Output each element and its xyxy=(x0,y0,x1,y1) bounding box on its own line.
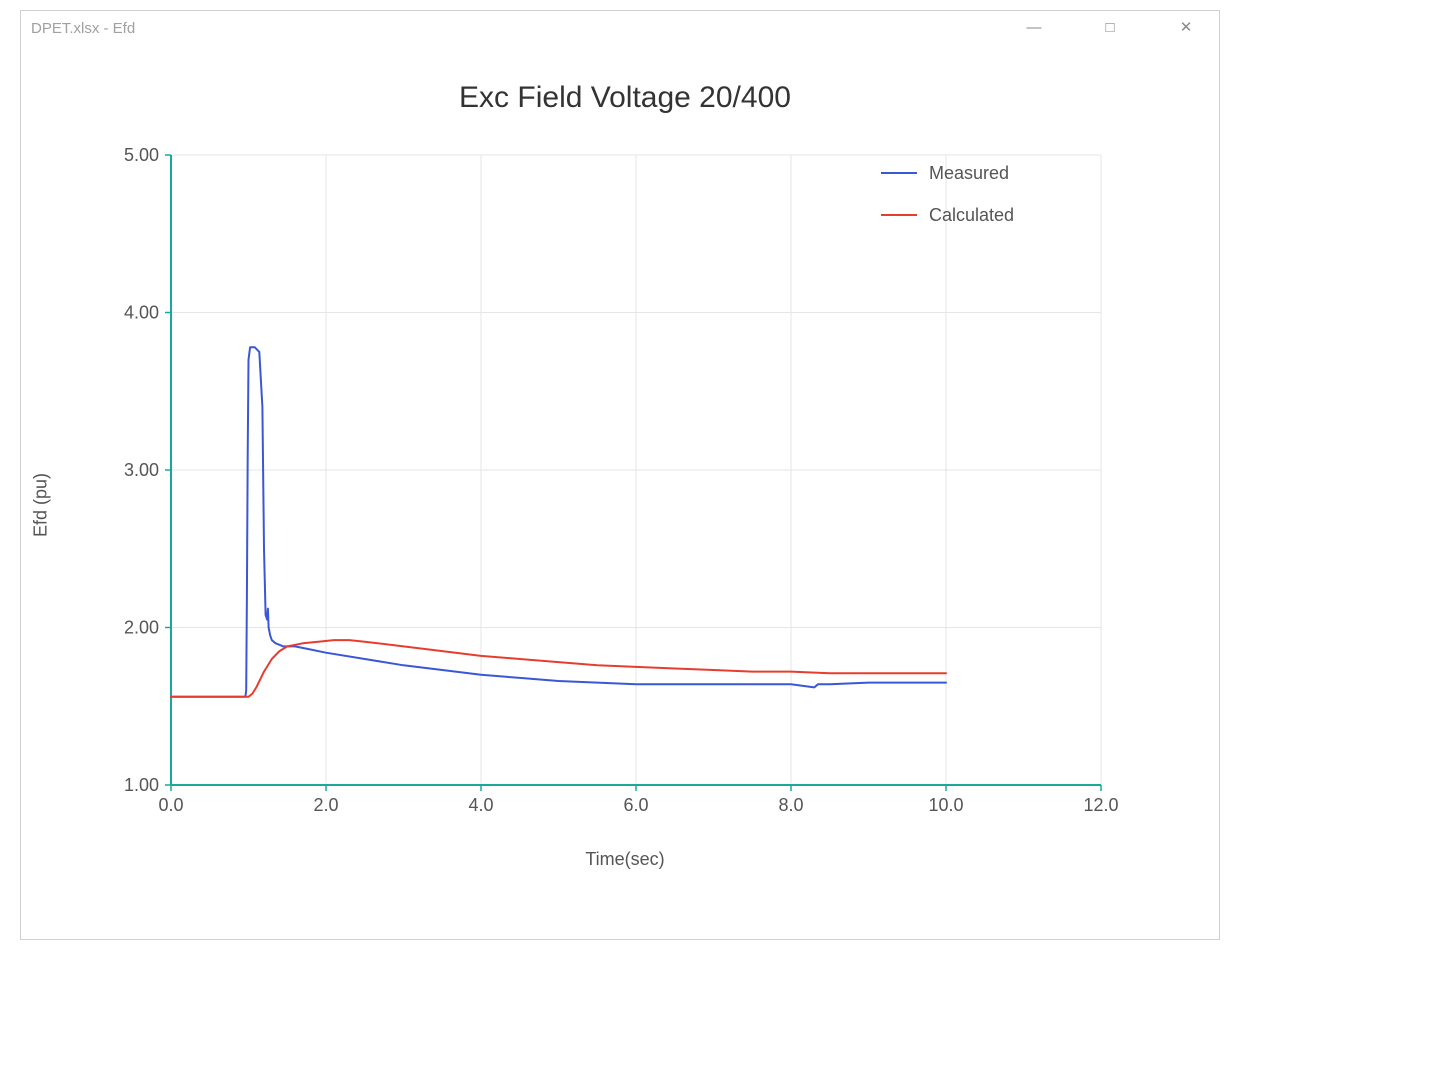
svg-text:Measured: Measured xyxy=(929,163,1009,183)
legend: Measured Calculated xyxy=(881,163,1014,225)
chart-area: Exc Field Voltage 20/400 Efd (pu) 0.02.0… xyxy=(51,51,1199,924)
plot-wrap: Efd (pu) 0.02.04.06.08.010.012.01.002.00… xyxy=(51,145,1199,865)
svg-text:Calculated: Calculated xyxy=(929,205,1014,225)
chart-title: Exc Field Voltage 20/400 xyxy=(51,81,1199,115)
maximize-button[interactable]: □ xyxy=(1087,13,1133,43)
svg-text:4.0: 4.0 xyxy=(468,795,493,815)
svg-text:10.0: 10.0 xyxy=(928,795,963,815)
svg-text:0.0: 0.0 xyxy=(158,795,183,815)
window-controls: — □ ✕ xyxy=(1011,13,1209,43)
series-calculated xyxy=(171,640,946,697)
svg-text:3.00: 3.00 xyxy=(124,460,159,480)
svg-text:5.00: 5.00 xyxy=(124,145,159,165)
window-title: DPET.xlsx - Efd xyxy=(31,20,135,37)
svg-text:4.00: 4.00 xyxy=(124,303,159,323)
app-window: DPET.xlsx - Efd — □ ✕ Exc Field Voltage … xyxy=(20,10,1220,940)
svg-text:2.00: 2.00 xyxy=(124,618,159,638)
svg-text:12.0: 12.0 xyxy=(1083,795,1118,815)
svg-text:1.00: 1.00 xyxy=(124,775,159,795)
y-axis-label: Efd (pu) xyxy=(31,473,52,537)
x-axis-label: Time(sec) xyxy=(585,849,664,870)
svg-text:2.0: 2.0 xyxy=(313,795,338,815)
titlebar[interactable]: DPET.xlsx - Efd — □ ✕ xyxy=(21,11,1219,45)
minimize-button[interactable]: — xyxy=(1011,13,1057,43)
series-measured xyxy=(171,347,946,697)
close-button[interactable]: ✕ xyxy=(1163,13,1209,43)
svg-text:6.0: 6.0 xyxy=(623,795,648,815)
line-chart: 0.0 2.0 4.0 6.0 8.0 10.0 12.0 1.00 2.00 3.00 4.00 5… xyxy=(51,145,1131,845)
svg-text:8.0: 8.0 xyxy=(778,795,803,815)
